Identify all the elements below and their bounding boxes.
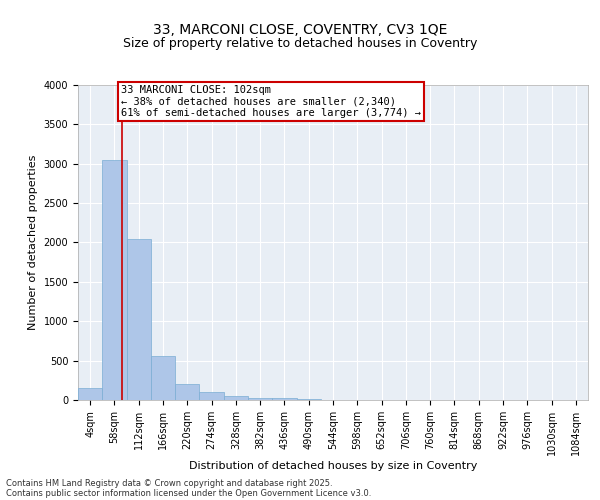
- Bar: [272, 398, 296, 400]
- Bar: [175, 384, 199, 400]
- Bar: [296, 399, 321, 400]
- Text: 33, MARCONI CLOSE, COVENTRY, CV3 1QE: 33, MARCONI CLOSE, COVENTRY, CV3 1QE: [153, 22, 447, 36]
- Bar: [248, 398, 272, 400]
- Y-axis label: Number of detached properties: Number of detached properties: [28, 155, 38, 330]
- Bar: [102, 160, 127, 400]
- Text: Size of property relative to detached houses in Coventry: Size of property relative to detached ho…: [123, 38, 477, 51]
- Bar: [127, 238, 151, 400]
- Bar: [151, 356, 175, 400]
- Text: 33 MARCONI CLOSE: 102sqm
← 38% of detached houses are smaller (2,340)
61% of sem: 33 MARCONI CLOSE: 102sqm ← 38% of detach…: [121, 85, 421, 118]
- X-axis label: Distribution of detached houses by size in Coventry: Distribution of detached houses by size …: [189, 460, 477, 470]
- Text: Contains HM Land Registry data © Crown copyright and database right 2025.: Contains HM Land Registry data © Crown c…: [6, 478, 332, 488]
- Bar: [224, 396, 248, 400]
- Text: Contains public sector information licensed under the Open Government Licence v3: Contains public sector information licen…: [6, 488, 371, 498]
- Bar: [78, 388, 102, 400]
- Bar: [199, 392, 224, 400]
